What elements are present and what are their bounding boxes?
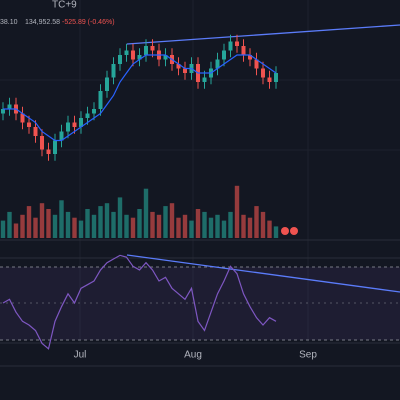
candle-body — [1, 109, 5, 114]
volume-bar — [156, 214, 162, 238]
candle-body — [176, 64, 181, 69]
candle-body — [202, 77, 207, 82]
candle-body — [20, 113, 25, 123]
volume-bar — [124, 214, 129, 238]
candle-body — [7, 104, 12, 109]
volume-bar — [65, 211, 71, 238]
change: -525.89 (-0.46%) — [62, 19, 115, 26]
candle-body — [150, 46, 155, 51]
volume-bar — [111, 211, 116, 238]
x-tick-label: Jul — [74, 350, 87, 361]
candle-body — [40, 136, 44, 150]
volume-bar — [52, 214, 58, 238]
volume-bar — [117, 197, 123, 238]
candle-body — [46, 149, 51, 154]
volume-bar — [59, 200, 64, 238]
candle-body — [222, 50, 226, 60]
price: 38.10 — [0, 19, 18, 26]
volume-bar — [267, 220, 272, 238]
volume-bar — [254, 206, 259, 238]
volume-bar — [150, 211, 155, 238]
candle-body — [267, 77, 272, 82]
candle-body — [144, 46, 148, 55]
candle-body — [79, 118, 83, 127]
candle-body — [118, 55, 122, 64]
volume-bar — [215, 214, 220, 238]
volume-bar — [72, 217, 77, 238]
candle-body — [274, 73, 278, 82]
candle-body — [261, 68, 265, 78]
event-icons — [281, 227, 298, 235]
volume-bar — [260, 211, 266, 238]
volume-bar — [137, 209, 142, 238]
candle-body — [228, 41, 233, 51]
rsi-line — [2, 254, 277, 350]
volume-bar — [208, 217, 214, 238]
volume-bar — [273, 226, 279, 238]
candle-body — [183, 68, 187, 73]
volume-bar — [85, 209, 90, 238]
candle-body — [66, 122, 70, 132]
candle-body — [72, 122, 77, 127]
volume-bar — [241, 214, 246, 238]
value: 134,952.58 — [25, 19, 60, 26]
volume-bar — [247, 217, 253, 238]
moving-average — [3, 54, 277, 142]
candle-body — [248, 55, 252, 60]
candle-body — [27, 122, 31, 127]
candle-body — [53, 140, 57, 154]
volume-bar — [234, 185, 240, 238]
volume-bar — [91, 214, 97, 238]
timezone: TC+9 — [52, 0, 77, 11]
volume-bar — [130, 217, 136, 238]
candle-body — [98, 91, 103, 109]
candle-body — [105, 77, 109, 91]
volume-bar — [0, 220, 6, 238]
volume-bar — [202, 211, 207, 238]
candle-body — [85, 113, 90, 118]
event-icon — [281, 227, 289, 235]
event-icon — [290, 227, 298, 235]
volume-bar — [13, 223, 19, 238]
candle-body — [92, 109, 96, 114]
volume-bar — [143, 188, 149, 238]
candle-body — [124, 50, 129, 55]
volume-bar — [20, 214, 25, 238]
candle-body — [111, 64, 116, 78]
volume-bar — [26, 206, 32, 238]
volume-bar — [182, 214, 188, 238]
volume-bar — [228, 211, 233, 238]
candle-body — [163, 55, 168, 60]
volume-bar — [39, 203, 45, 238]
x-tick-label: Sep — [299, 350, 317, 361]
candle-body — [235, 41, 239, 46]
volume-bar — [7, 211, 12, 238]
candle-body — [215, 59, 220, 69]
candle-body — [131, 50, 135, 60]
trend-line — [126, 254, 400, 293]
candle-body — [254, 59, 259, 69]
candle-body — [137, 55, 142, 60]
volume-bar — [189, 220, 194, 238]
candle-body — [33, 127, 38, 136]
volume-bar — [169, 203, 175, 238]
volume-bar — [221, 220, 227, 238]
volume-bar — [78, 220, 84, 238]
volume-bar — [46, 209, 51, 238]
volume-bar — [104, 203, 110, 238]
x-tick-label: Aug — [184, 350, 202, 361]
volume-bar — [176, 217, 181, 238]
volume-bar — [163, 206, 168, 238]
volume-bar — [195, 209, 201, 238]
volume-bar — [33, 217, 38, 238]
trend-line — [126, 24, 400, 45]
candle-body — [241, 46, 246, 55]
volume-bar — [98, 206, 103, 238]
candle-body — [59, 131, 64, 141]
grid — [0, 0, 400, 343]
